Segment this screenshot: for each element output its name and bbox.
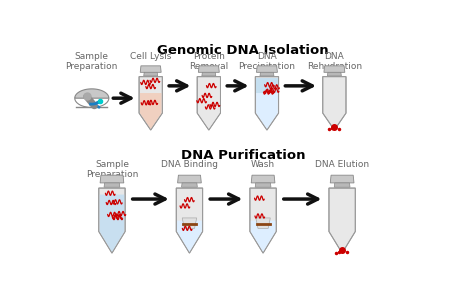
Text: Genomic DNA Isolation: Genomic DNA Isolation [157,44,329,57]
Text: Protein
Removal: Protein Removal [189,52,228,71]
Polygon shape [251,221,275,252]
Polygon shape [251,175,275,183]
Text: DNA Binding: DNA Binding [161,160,218,169]
Polygon shape [202,72,216,76]
Text: Sample
Preparation: Sample Preparation [65,52,118,71]
Polygon shape [197,77,220,130]
Polygon shape [256,218,270,228]
Polygon shape [178,175,201,183]
Text: Sample
Preparation: Sample Preparation [86,160,138,179]
Polygon shape [104,183,120,187]
Polygon shape [330,175,354,183]
Polygon shape [139,77,162,130]
Polygon shape [255,77,279,130]
Text: Cell Lysis: Cell Lysis [130,52,172,61]
Polygon shape [140,66,161,72]
Polygon shape [144,72,158,76]
Text: DNA
Rehydration: DNA Rehydration [307,52,362,71]
Polygon shape [100,194,124,252]
Polygon shape [182,218,197,228]
Polygon shape [256,66,277,72]
Polygon shape [198,86,219,129]
Polygon shape [198,66,219,72]
Polygon shape [99,188,125,253]
Polygon shape [256,78,278,93]
Polygon shape [260,72,274,76]
Polygon shape [334,183,350,187]
Polygon shape [324,66,345,72]
Polygon shape [176,188,202,253]
Text: DNA
Precipitation: DNA Precipitation [238,52,295,71]
Polygon shape [328,72,341,76]
Text: DNA Elution: DNA Elution [315,160,369,169]
Polygon shape [140,93,162,129]
Text: Wash: Wash [251,160,275,169]
Polygon shape [75,89,109,98]
Polygon shape [329,188,356,253]
Polygon shape [182,183,197,187]
Polygon shape [177,221,202,252]
Polygon shape [100,175,124,183]
Polygon shape [250,188,276,253]
Polygon shape [255,183,271,187]
Polygon shape [256,93,278,129]
Polygon shape [323,77,346,130]
Text: DNA Purification: DNA Purification [181,149,305,162]
